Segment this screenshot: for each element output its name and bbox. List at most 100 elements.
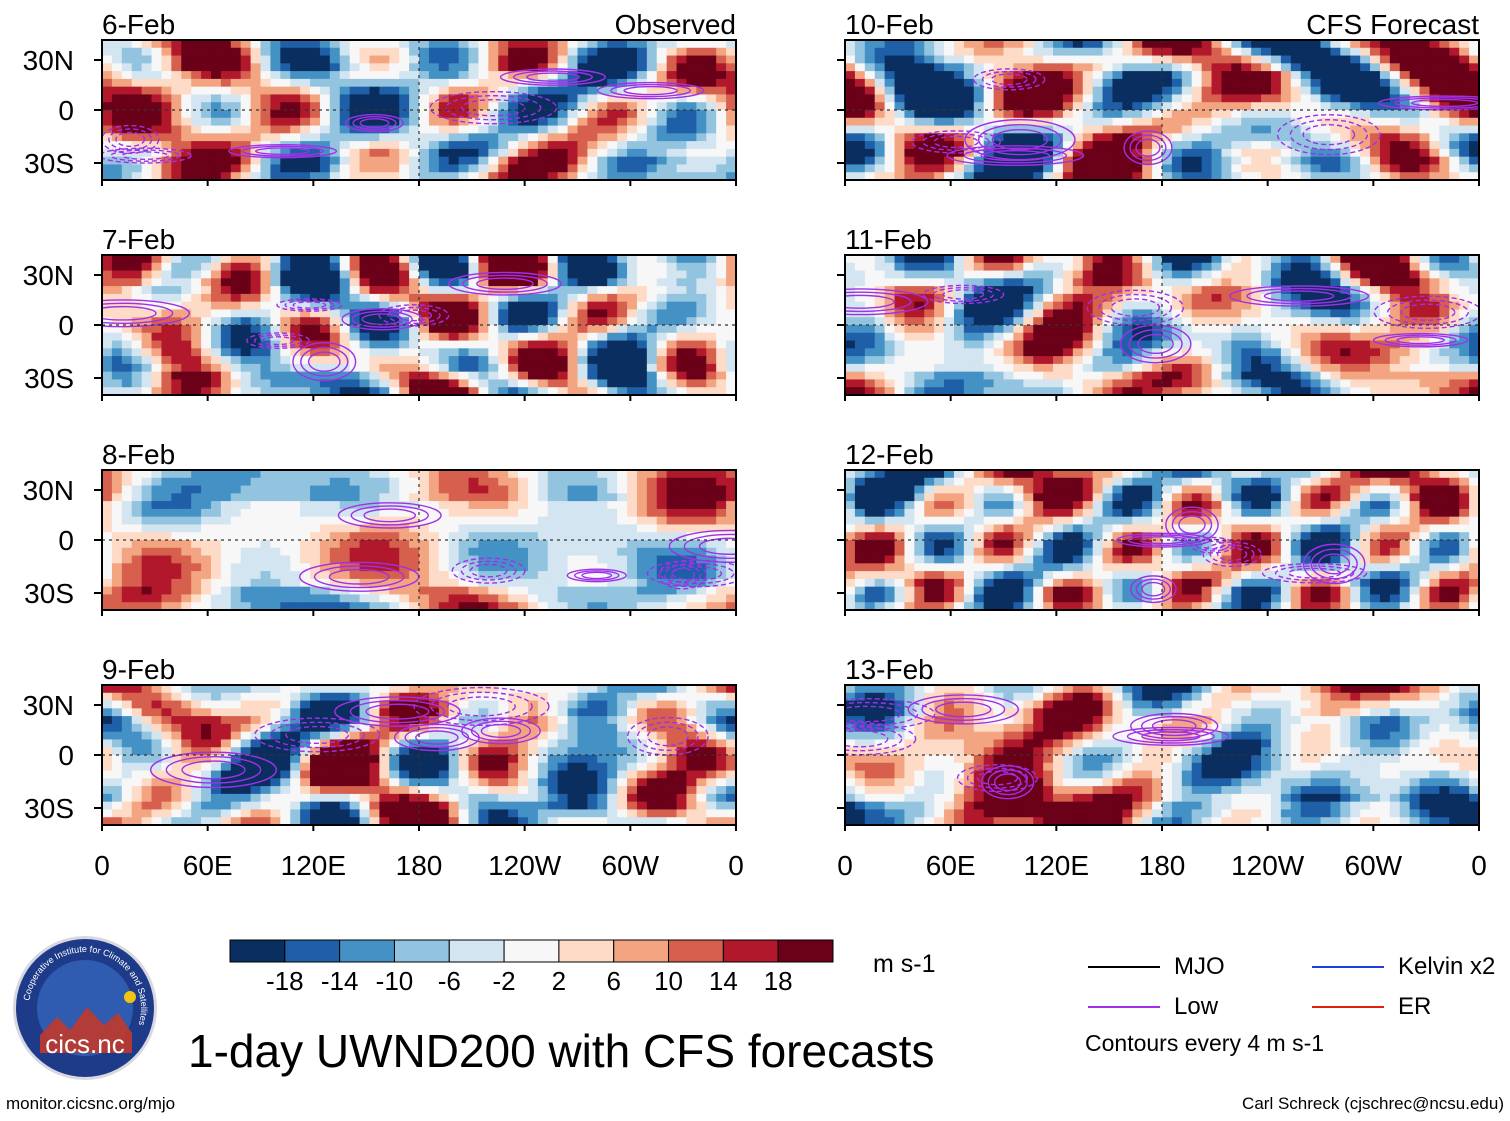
anomaly-cell (458, 586, 470, 596)
anomaly-cell (102, 755, 113, 764)
anomaly-cell (240, 477, 252, 487)
anomaly-cell (171, 340, 182, 349)
anomaly-cell (587, 133, 598, 142)
y-tick-label: 30N (23, 475, 74, 506)
anomaly-cell (1122, 47, 1133, 57)
anomaly-cell (210, 508, 222, 518)
anomaly-cell (280, 78, 291, 88)
anomaly-cell (1062, 55, 1074, 64)
anomaly-cell (518, 685, 529, 694)
anomaly-cell (458, 286, 470, 295)
anomaly-cell (468, 278, 480, 287)
anomaly-cell (151, 164, 163, 173)
anomaly-cell (181, 532, 192, 541)
low-contour (395, 309, 433, 322)
anomaly-cell (706, 379, 717, 388)
anomaly-cell (171, 594, 182, 603)
anomaly-cell (151, 317, 163, 326)
anomaly-cell (111, 755, 123, 764)
anomaly-cell (636, 809, 648, 818)
anomaly-cell (300, 71, 311, 80)
anomaly-cell (349, 262, 361, 272)
anomaly-cell (1320, 40, 1332, 49)
anomaly-cell (399, 571, 410, 580)
anomaly-cell (518, 379, 529, 388)
anomaly-cell (151, 739, 163, 748)
anomaly-cell (151, 387, 163, 395)
anomaly-cell (319, 762, 331, 772)
anomaly-cell (498, 477, 509, 487)
low-contour (241, 145, 324, 157)
anomaly-cell (379, 571, 390, 580)
anomaly-cell (319, 117, 331, 127)
anomaly-cell (379, 363, 390, 373)
anomaly-cell (379, 141, 390, 150)
anomaly-cell (379, 747, 390, 756)
anomaly-cell (171, 508, 182, 518)
anomaly-cell (240, 286, 252, 295)
low-contour (445, 95, 542, 121)
anomaly-cell (726, 470, 736, 479)
anomaly-cell (458, 387, 470, 395)
anomaly-cell (953, 63, 965, 72)
anomaly-cell (646, 278, 658, 287)
anomaly-cell (617, 692, 628, 702)
anomaly-cell (428, 731, 440, 741)
anomaly-cell (557, 148, 569, 158)
anomaly-cell (359, 379, 371, 388)
anomaly-cell (498, 371, 509, 381)
anomaly-cell (250, 301, 262, 311)
anomaly-cell (547, 102, 559, 111)
anomaly-cell (567, 110, 579, 119)
anomaly-cell (527, 94, 539, 103)
anomaly-cell (597, 270, 608, 279)
anomaly-cell (230, 348, 242, 357)
anomaly-cell (646, 578, 658, 588)
anomaly-cell (409, 493, 420, 502)
anomaly-cell (369, 571, 380, 580)
anomaly-cell (240, 571, 252, 580)
anomaly-cell (666, 133, 678, 142)
anomaly-cell (131, 770, 143, 779)
anomaly-cell (399, 148, 410, 158)
anomaly-cell (102, 793, 113, 803)
anomaly-cell (518, 586, 529, 596)
anomaly-cell (438, 692, 450, 702)
anomaly-cell (201, 786, 212, 795)
anomaly-cell (627, 555, 638, 564)
anomaly-cell (131, 762, 143, 772)
anomaly-cell (696, 71, 707, 80)
anomaly-cell (448, 555, 460, 564)
anomaly-cell (656, 708, 668, 717)
anomaly-cell (230, 586, 242, 596)
anomaly-cell (607, 387, 618, 395)
anomaly-cell (230, 778, 242, 787)
anomaly-cell (141, 102, 153, 111)
anomaly-cell (518, 78, 529, 88)
y-tick-label: 30N (23, 260, 74, 291)
anomaly-cell (627, 47, 638, 57)
anomaly-cell (478, 371, 489, 381)
anomaly-cell (636, 278, 648, 287)
anomaly-cell (260, 47, 272, 57)
anomaly-cell (428, 293, 440, 303)
anomaly-cell (577, 379, 589, 388)
anomaly-cell (369, 708, 380, 717)
anomaly-cell (428, 172, 440, 180)
anomaly-cell (280, 755, 291, 764)
anomaly-cell (300, 55, 311, 64)
anomaly-cell (359, 86, 371, 96)
anomaly-cell (666, 485, 678, 494)
anomaly-cell (636, 356, 648, 365)
anomaly-cell (339, 255, 351, 264)
anomaly-cell (369, 563, 380, 572)
anomaly-cell (270, 532, 281, 541)
anomaly-cell (1370, 47, 1381, 57)
anomaly-cell (577, 762, 589, 772)
anomaly-cell (102, 317, 113, 326)
anomaly-cell (161, 493, 172, 502)
anomaly-cell (547, 809, 559, 818)
anomaly-cell (726, 141, 736, 150)
anomaly-cell (280, 801, 291, 811)
anomaly-cell (1033, 55, 1044, 64)
